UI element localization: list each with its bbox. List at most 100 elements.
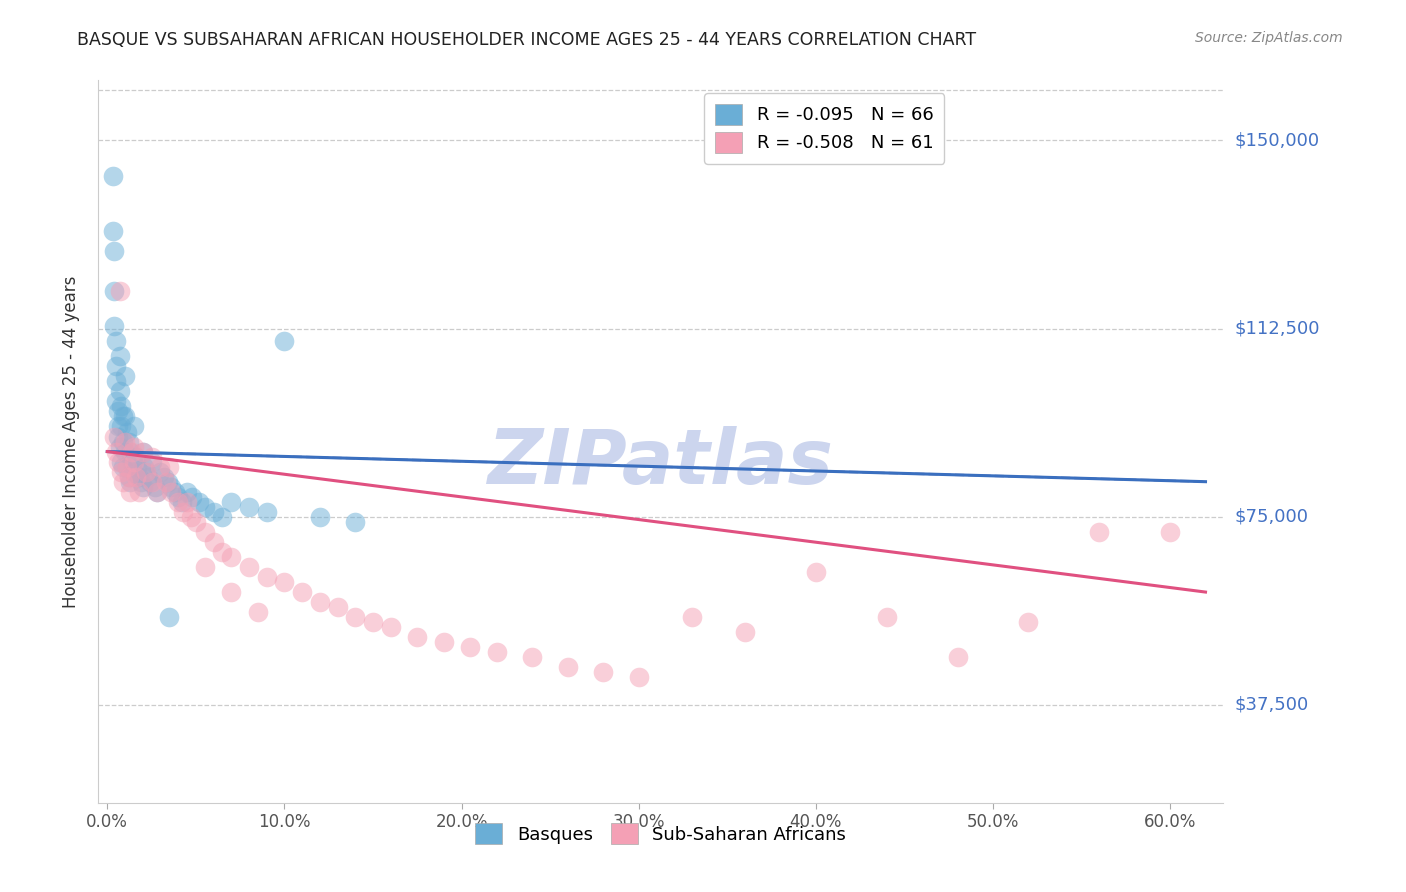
Text: $37,500: $37,500 <box>1234 696 1309 714</box>
Text: $75,000: $75,000 <box>1234 508 1309 525</box>
Point <box>117 469 139 483</box>
Point <box>153 469 176 483</box>
Point <box>194 500 217 514</box>
Point <box>557 660 579 674</box>
Point <box>114 409 136 424</box>
Point <box>112 459 135 474</box>
Point <box>273 574 295 589</box>
Point <box>627 670 650 684</box>
Point <box>406 630 429 644</box>
Point <box>141 475 163 489</box>
Point <box>143 480 166 494</box>
Legend: Basques, Sub-Saharan Africans: Basques, Sub-Saharan Africans <box>468 816 853 852</box>
Point <box>291 585 314 599</box>
Point <box>308 509 330 524</box>
Point <box>110 400 132 414</box>
Point <box>121 444 143 458</box>
Point <box>163 484 186 499</box>
Point <box>122 454 145 468</box>
Point <box>202 505 225 519</box>
Point <box>134 459 156 474</box>
Point <box>592 665 614 680</box>
Point <box>156 475 179 489</box>
Point <box>101 169 124 183</box>
Point <box>194 524 217 539</box>
Point <box>107 404 129 418</box>
Point <box>128 469 150 483</box>
Point <box>160 484 183 499</box>
Point <box>124 450 146 464</box>
Point <box>117 434 139 449</box>
Point <box>194 560 217 574</box>
Point <box>114 369 136 384</box>
Point <box>139 475 162 489</box>
Point <box>105 334 128 348</box>
Point <box>326 600 349 615</box>
Point <box>246 605 269 619</box>
Point <box>108 349 131 363</box>
Point <box>103 319 125 334</box>
Point <box>1017 615 1039 630</box>
Point <box>149 465 172 479</box>
Point <box>946 650 969 665</box>
Point <box>135 465 157 479</box>
Point <box>256 570 278 584</box>
Point <box>110 454 132 468</box>
Point <box>202 534 225 549</box>
Point <box>131 480 153 494</box>
Point <box>219 549 242 564</box>
Point <box>120 475 142 489</box>
Point <box>160 480 183 494</box>
Point <box>211 509 233 524</box>
Point <box>127 459 149 474</box>
Point <box>238 500 260 514</box>
Point <box>273 334 295 348</box>
Point <box>361 615 384 630</box>
Point <box>115 425 138 439</box>
Point <box>155 475 177 489</box>
Point <box>460 640 482 655</box>
Point <box>380 620 402 634</box>
Text: $112,500: $112,500 <box>1234 319 1320 338</box>
Point <box>135 465 157 479</box>
Point <box>103 429 125 443</box>
Point <box>121 454 143 468</box>
Point <box>136 469 159 483</box>
Point <box>141 450 163 464</box>
Point <box>211 545 233 559</box>
Point <box>256 505 278 519</box>
Point <box>219 494 242 508</box>
Point <box>149 459 172 474</box>
Point <box>110 419 132 434</box>
Point <box>876 610 898 624</box>
Point <box>238 560 260 574</box>
Point <box>734 625 756 640</box>
Y-axis label: Householder Income Ages 25 - 44 years: Householder Income Ages 25 - 44 years <box>62 276 80 607</box>
Point <box>124 469 146 483</box>
Point <box>188 494 211 508</box>
Text: BASQUE VS SUBSAHARAN AFRICAN HOUSEHOLDER INCOME AGES 25 - 44 YEARS CORRELATION C: BASQUE VS SUBSAHARAN AFRICAN HOUSEHOLDER… <box>77 31 976 49</box>
Point <box>117 469 139 483</box>
Point <box>804 565 827 579</box>
Point <box>180 509 202 524</box>
Point <box>172 505 194 519</box>
Point <box>522 650 544 665</box>
Point <box>103 244 125 258</box>
Point <box>681 610 703 624</box>
Point <box>219 585 242 599</box>
Point <box>112 409 135 424</box>
Point <box>129 475 152 489</box>
Point <box>107 419 129 434</box>
Text: ZIPatlas: ZIPatlas <box>488 426 834 500</box>
Point <box>105 359 128 374</box>
Point <box>107 454 129 468</box>
Point <box>344 515 367 529</box>
Point <box>108 440 131 454</box>
Point <box>120 484 142 499</box>
Point <box>105 444 128 458</box>
Point <box>108 284 131 298</box>
Point <box>112 434 135 449</box>
Point <box>157 459 180 474</box>
Point <box>433 635 456 649</box>
Point <box>122 465 145 479</box>
